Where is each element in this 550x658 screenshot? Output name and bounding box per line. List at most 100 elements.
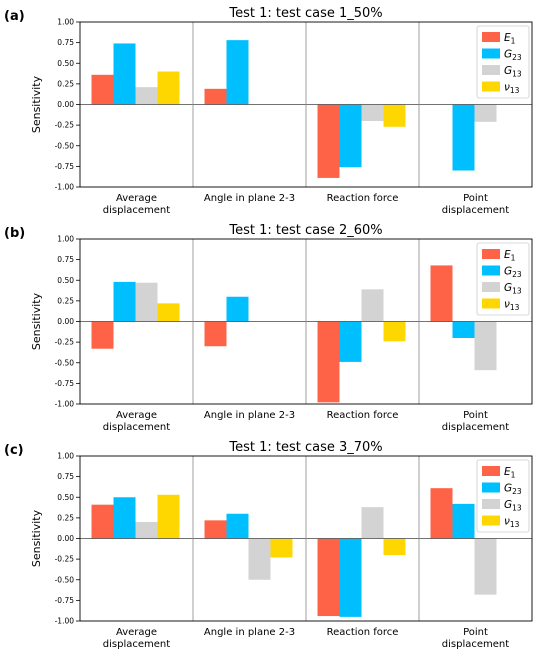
legend-swatch — [482, 499, 500, 509]
x-tick-label: Average — [116, 410, 157, 421]
y-tick-label: -1.00 — [55, 400, 75, 409]
bar — [248, 538, 271, 580]
y-tick-label: 1.00 — [57, 235, 74, 244]
bar — [135, 87, 158, 105]
legend-swatch — [482, 32, 500, 42]
y-tick-label: -0.25 — [55, 121, 75, 130]
y-tick-label: -1.00 — [55, 617, 75, 626]
bar — [113, 43, 136, 105]
legend-swatch — [482, 65, 500, 75]
bar — [339, 538, 362, 617]
legend-swatch — [482, 282, 500, 292]
bar — [474, 321, 497, 371]
bar — [157, 303, 180, 322]
legend-swatch — [482, 265, 500, 276]
x-tick-label: Angle in plane 2-3 — [204, 627, 295, 638]
bar — [135, 282, 158, 322]
x-tick-label: Angle in plane 2-3 — [204, 410, 295, 421]
legend-label: E1 — [504, 466, 516, 480]
bar — [474, 104, 497, 122]
y-tick-label: 0.25 — [57, 513, 74, 522]
bar — [383, 104, 406, 127]
x-tick-label: Average — [116, 193, 157, 204]
legend-box — [476, 242, 530, 316]
legend-box — [476, 25, 530, 99]
bar — [474, 538, 497, 595]
bar — [270, 538, 293, 558]
x-tick-label: displacement — [103, 422, 170, 433]
bar — [157, 494, 180, 539]
x-tick-label: Point — [463, 627, 488, 638]
y-tick-label: 0.75 — [57, 472, 74, 481]
x-tick-label: Reaction force — [327, 627, 399, 638]
y-tick-label: 0.00 — [57, 534, 74, 543]
bar — [361, 507, 384, 539]
bar — [430, 488, 453, 539]
axes-frame — [79, 21, 533, 188]
chart-panel-1: (a) Test 1: test case 1_50% Sensitivity -1.… — [4, 6, 533, 216]
y-tick-label: 0.75 — [57, 255, 74, 264]
legend-swatch — [482, 515, 500, 526]
y-tick-label: 0.50 — [57, 59, 74, 68]
bar — [113, 281, 136, 322]
bar — [452, 104, 475, 171]
y-tick-label: -0.75 — [55, 162, 75, 171]
legend-label: E1 — [504, 249, 516, 263]
y-tick-label: 0.00 — [57, 100, 74, 109]
bar — [383, 538, 406, 555]
bar — [383, 321, 406, 342]
panel-label: (c) — [4, 443, 24, 458]
bar — [452, 321, 475, 338]
bar — [135, 522, 158, 539]
y-tick-label: -0.50 — [55, 575, 75, 584]
bar — [430, 265, 453, 322]
x-tick-label: displacement — [103, 205, 170, 216]
bar — [317, 104, 340, 178]
legend-box — [476, 459, 530, 533]
legend-swatch — [482, 48, 500, 59]
bar — [204, 88, 227, 105]
y-tick-label: -0.50 — [55, 141, 75, 150]
bar — [361, 104, 384, 121]
legend-swatch — [482, 249, 500, 259]
bar — [317, 321, 340, 403]
chart-panel-3: (c) Test 1: test case 3_70% Sensitivity -1.… — [4, 440, 533, 650]
chart-panel-2: (b) Test 1: test case 2_60% Sensitivity -1.… — [4, 223, 533, 433]
y-tick-label: -0.75 — [55, 596, 75, 605]
x-tick-label: Point — [463, 193, 488, 204]
x-tick-label: Angle in plane 2-3 — [204, 193, 295, 204]
bar — [91, 504, 114, 539]
y-tick-label: 0.50 — [57, 276, 74, 285]
bar — [157, 71, 180, 105]
bar — [226, 513, 249, 539]
chart-title: Test 1: test case 2_60% — [228, 223, 382, 238]
bar — [226, 296, 249, 322]
legend-swatch — [482, 466, 500, 476]
y-tick-label: -0.75 — [55, 379, 75, 388]
y-tick-label: 0.25 — [57, 296, 74, 305]
chart-title: Test 1: test case 1_50% — [228, 6, 382, 21]
axes-frame — [79, 238, 533, 405]
y-tick-label: 0.00 — [57, 317, 74, 326]
bar — [339, 321, 362, 362]
x-tick-label: Reaction force — [327, 193, 399, 204]
bar — [361, 289, 384, 322]
legend-swatch — [482, 81, 500, 92]
legend-label: E1 — [504, 32, 516, 46]
y-tick-label: -0.50 — [55, 358, 75, 367]
axes-frame — [79, 455, 533, 622]
bar — [204, 520, 227, 539]
legend-swatch — [482, 298, 500, 309]
x-tick-label: Average — [116, 627, 157, 638]
bar — [91, 321, 114, 349]
y-tick-label: 0.25 — [57, 79, 74, 88]
x-tick-label: displacement — [442, 422, 509, 433]
y-axis-label: Sensitivity — [30, 509, 43, 567]
bar — [204, 321, 227, 347]
bar — [226, 40, 249, 105]
y-tick-label: -1.00 — [55, 183, 75, 192]
panel-label: (a) — [4, 9, 25, 24]
y-axis-label: Sensitivity — [30, 292, 43, 350]
